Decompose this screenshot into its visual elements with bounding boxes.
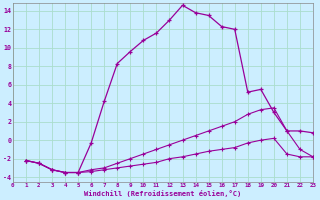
X-axis label: Windchill (Refroidissement éolien,°C): Windchill (Refroidissement éolien,°C) — [84, 190, 242, 197]
